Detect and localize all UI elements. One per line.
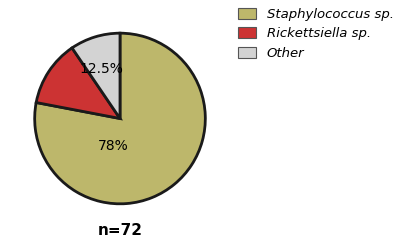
Text: n=72: n=72 bbox=[98, 223, 142, 237]
Wedge shape bbox=[35, 33, 205, 204]
Text: 78%: 78% bbox=[98, 139, 128, 153]
Text: 12.5%: 12.5% bbox=[79, 62, 123, 76]
Wedge shape bbox=[36, 48, 120, 118]
Wedge shape bbox=[72, 33, 120, 118]
Legend: Staphylococcus sp., Rickettsiella sp., Other: Staphylococcus sp., Rickettsiella sp., O… bbox=[238, 8, 394, 60]
